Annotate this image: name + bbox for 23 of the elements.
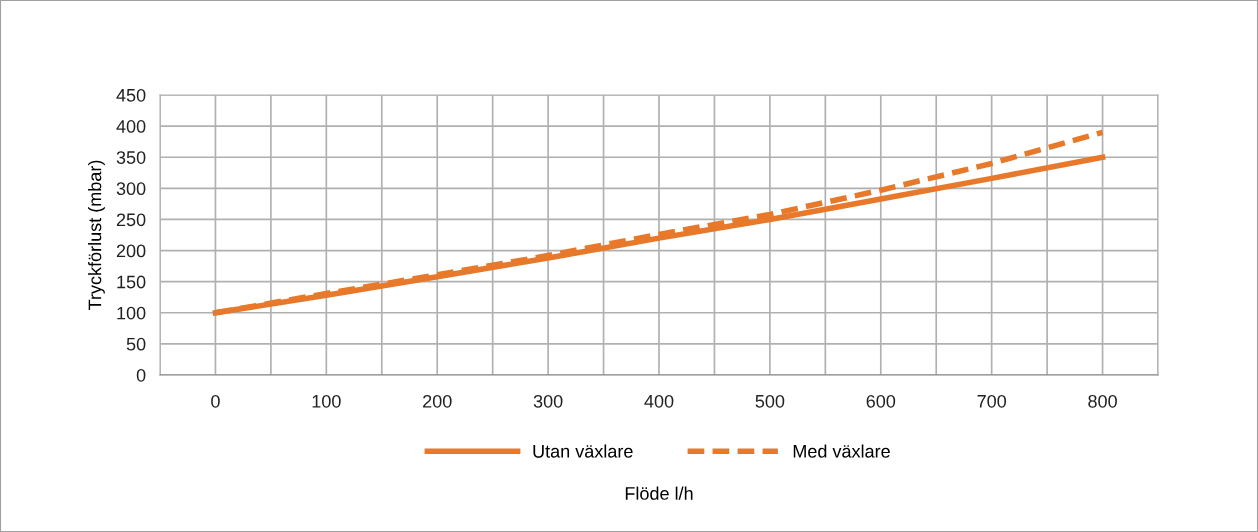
x-axis-title: Flöde l/h	[625, 486, 693, 500]
y-tick-label: 400	[116, 120, 146, 133]
x-tick-label: 300	[533, 394, 563, 408]
x-tick-label: 700	[977, 394, 1007, 408]
y-tick-label: 350	[116, 151, 146, 164]
y-tick-label: 100	[117, 306, 146, 320]
x-tick-label: 400	[644, 394, 674, 408]
x-tick-label: 0	[211, 394, 220, 408]
y-axis-title: Tryckförlust (mbar)	[88, 160, 105, 310]
legend-label: Med växlare	[793, 444, 890, 458]
y-tick-label: 450	[116, 88, 146, 102]
x-tick-label: 600	[866, 394, 896, 408]
x-tick-label: 500	[755, 394, 785, 408]
y-tick-label: 0	[136, 368, 146, 382]
x-tick-label: 100	[312, 394, 341, 408]
y-tick-label: 250	[116, 213, 146, 227]
y-tick-label: 200	[116, 244, 146, 258]
y-tick-label: 150	[117, 275, 146, 289]
y-tick-label: 50	[126, 337, 146, 351]
x-tick-label: 800	[1088, 394, 1117, 408]
x-tick-label: 200	[423, 394, 452, 408]
y-tick-label: 300	[116, 182, 146, 196]
legend-label: Utan växlare	[533, 444, 633, 458]
